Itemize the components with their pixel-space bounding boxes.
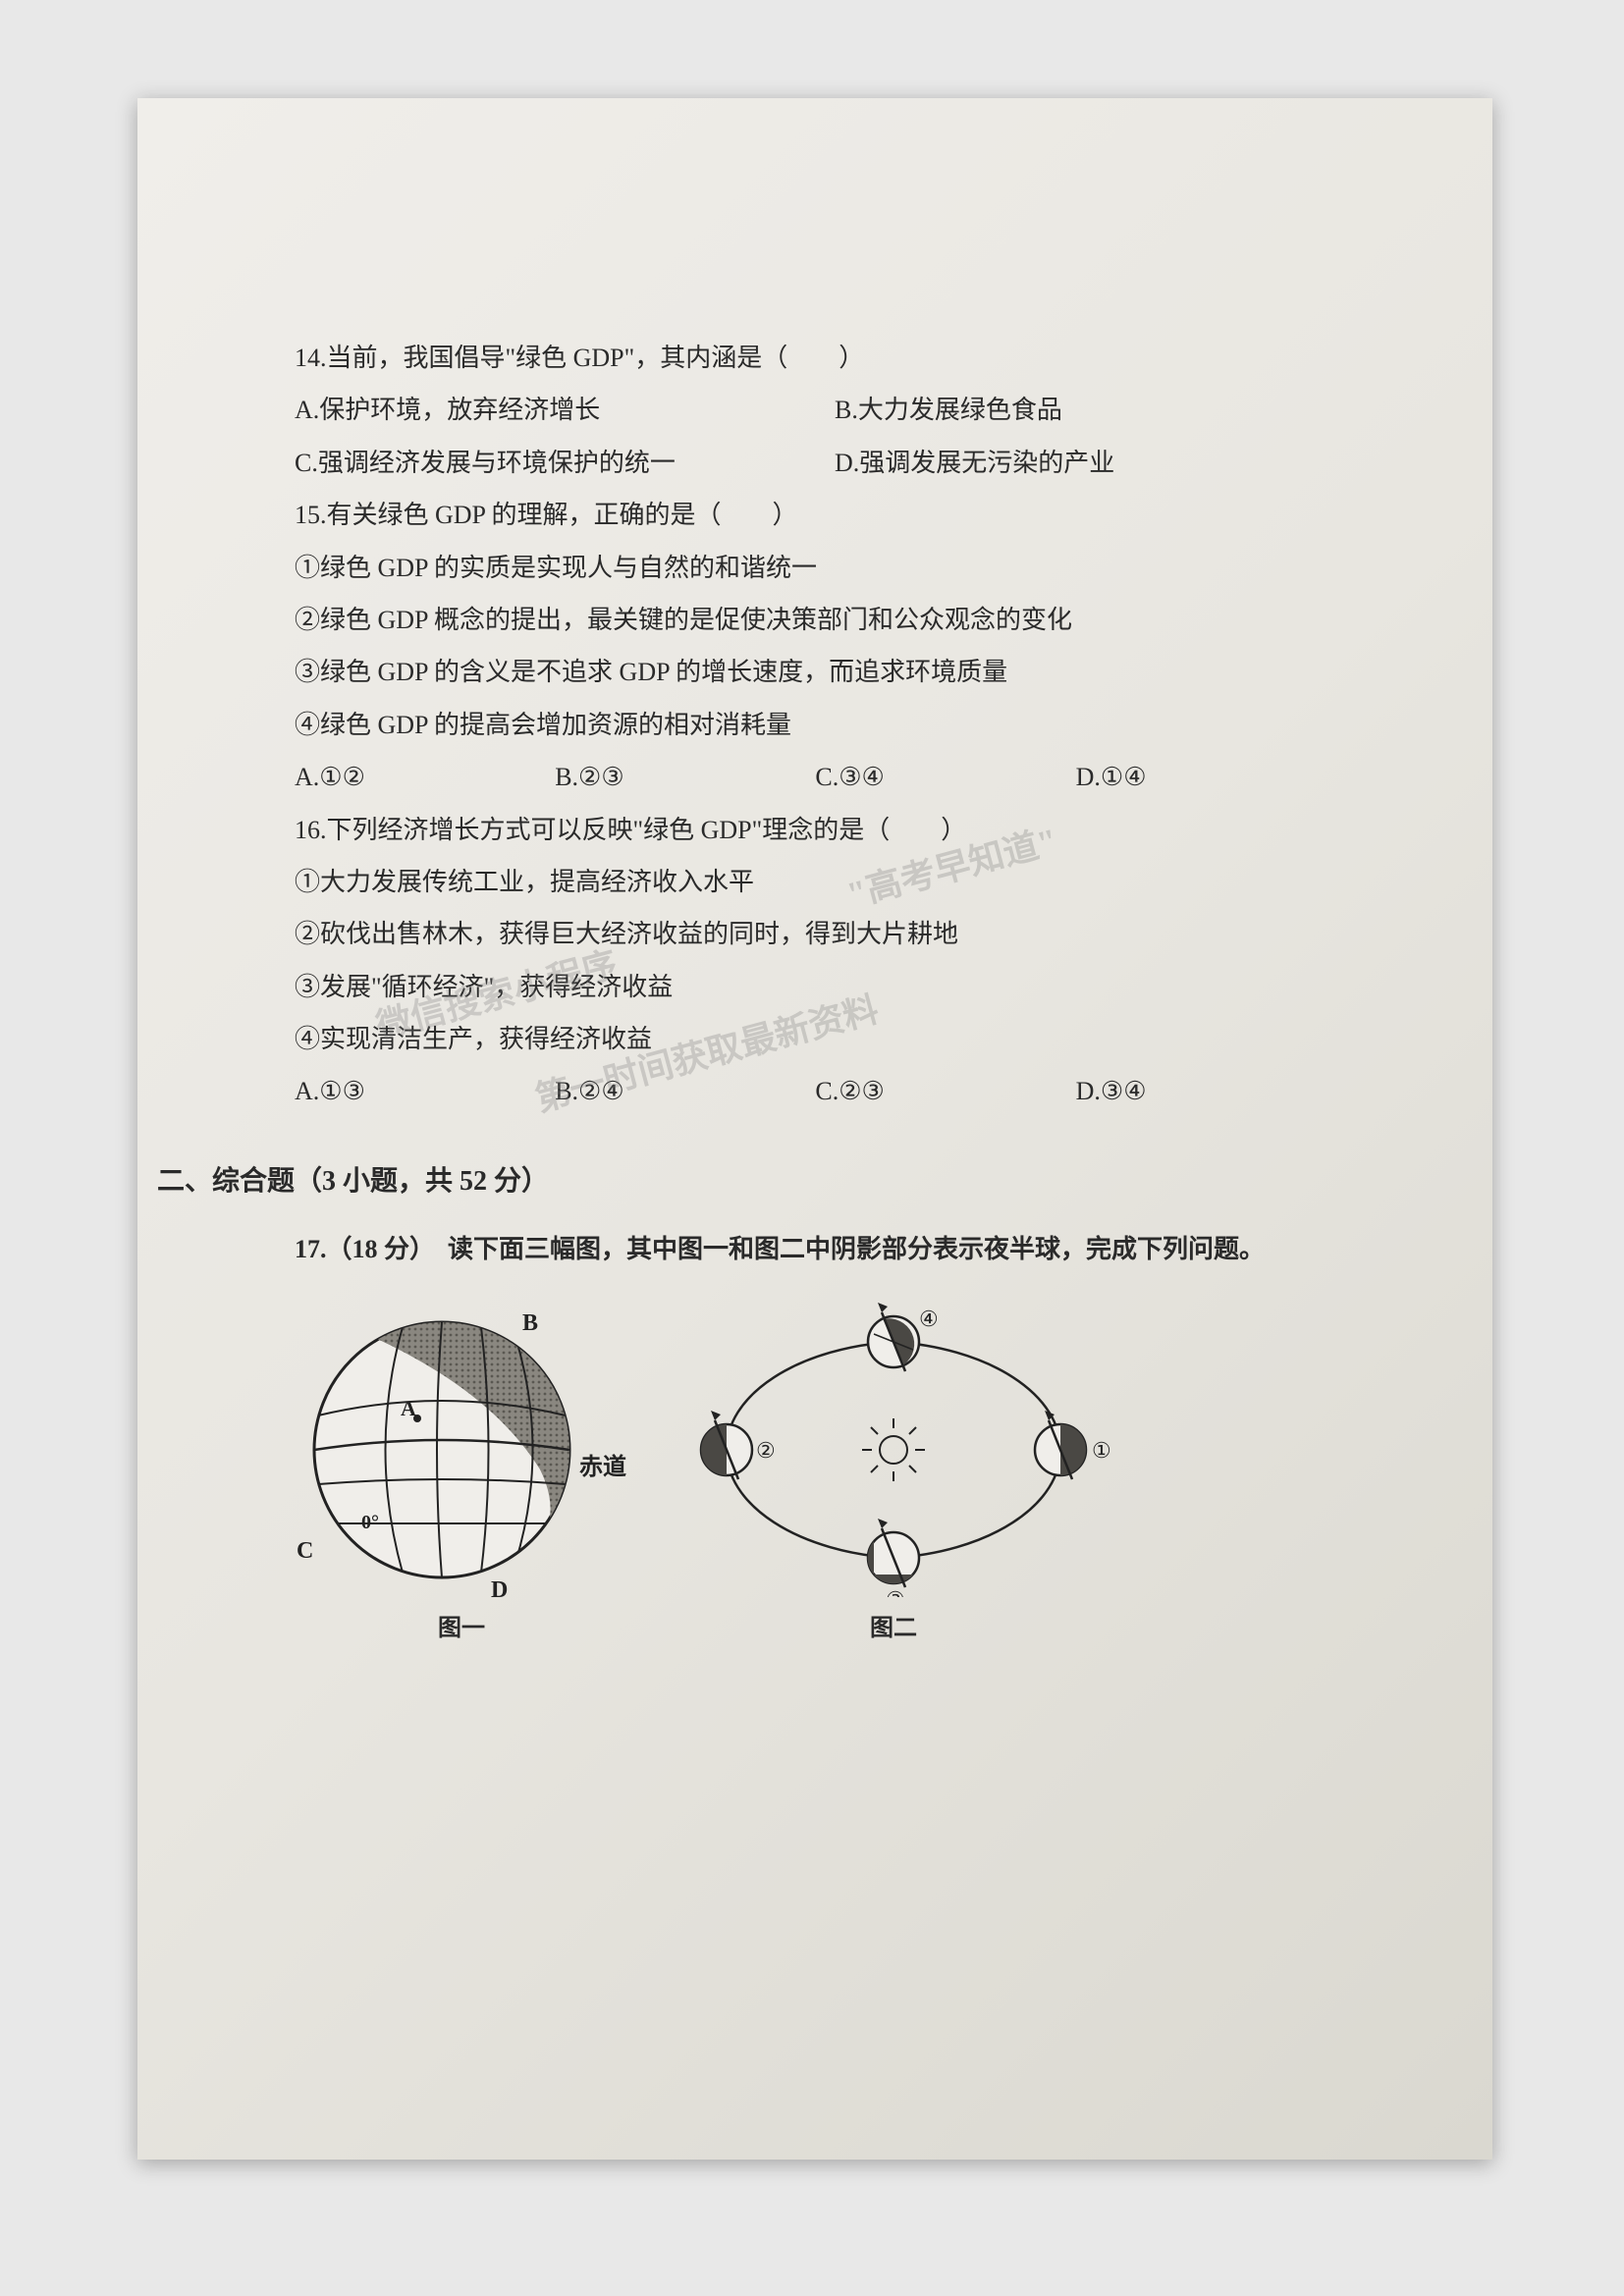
q14-row2: C.强调经济发展与环境保护的统一 D.强调发展无污染的产业 <box>295 439 1375 487</box>
figure-1: A B C D 赤道 0° 图一 <box>295 1303 628 1652</box>
orbit-num-1: ① <box>1092 1438 1111 1463</box>
q16-choices: A.①③ B.②④ C.②③ D.③④ <box>295 1067 1375 1115</box>
q15-choice-d: D.①④ <box>1076 753 1296 801</box>
orbit-num-4: ④ <box>919 1307 939 1331</box>
orbit-diagram: ① ② ③ <box>668 1303 1119 1597</box>
q14-row1: A.保护环境，放弃经济增长 B.大力发展绿色食品 <box>295 386 1375 434</box>
label-c: C <box>297 1538 313 1564</box>
orbit-num-3: ③ <box>886 1587 905 1597</box>
orbit-num-2: ② <box>756 1438 776 1463</box>
q16-s2: ②砍伐出售林木，获得巨大经济收益的同时，得到大片耕地 <box>295 910 1375 958</box>
q16-s3: ③发展"循环经济"，获得经济收益 <box>295 963 1375 1011</box>
label-b: B <box>522 1310 538 1336</box>
label-zero: 0° <box>361 1512 379 1533</box>
label-equator: 赤道 <box>579 1453 626 1480</box>
q17-text: 17.（18 分） 读下面三幅图，其中图一和图二中阴影部分表示夜半球，完成下列问… <box>295 1225 1375 1273</box>
label-d: D <box>491 1577 508 1597</box>
q15-choice-c: C.③④ <box>815 753 1035 801</box>
svg-text:A: A <box>401 1396 416 1420</box>
q15-choice-b: B.②③ <box>555 753 775 801</box>
q15-choices: A.①② B.②③ C.③④ D.①④ <box>295 753 1375 801</box>
figure-2: ① ② ③ <box>668 1303 1119 1652</box>
q14-choice-d: D.强调发展无污染的产业 <box>835 439 1375 487</box>
q14-choice-b: B.大力发展绿色食品 <box>835 386 1375 434</box>
q15-s4: ④绿色 GDP 的提高会增加资源的相对消耗量 <box>295 701 1375 749</box>
q16-choice-a: A.①③ <box>295 1067 514 1115</box>
q15-stem: 15.有关绿色 GDP 的理解，正确的是（ ） <box>295 491 1375 539</box>
q16-s1: ①大力发展传统工业，提高经济收入水平 <box>295 858 1375 906</box>
fig2-label: 图二 <box>870 1607 917 1652</box>
q15-s3: ③绿色 GDP 的含义是不追求 GDP 的增长速度，而追求环境质量 <box>295 648 1375 696</box>
q16-choice-b: B.②④ <box>555 1067 775 1115</box>
content-area: 14.当前，我国倡导"绿色 GDP"，其内涵是（ ） A.保护环境，放弃经济增长… <box>295 334 1375 1652</box>
exam-page: 14.当前，我国倡导"绿色 GDP"，其内涵是（ ） A.保护环境，放弃经济增长… <box>137 98 1492 2160</box>
q16-stem: 16.下列经济增长方式可以反映"绿色 GDP"理念的是（ ） <box>295 806 1375 854</box>
earth-4 <box>868 1303 922 1371</box>
q16-s4: ④实现清洁生产，获得经济收益 <box>295 1015 1375 1063</box>
earth-1 <box>1035 1411 1086 1479</box>
q16-choice-c: C.②③ <box>815 1067 1035 1115</box>
q16-choice-d: D.③④ <box>1076 1067 1296 1115</box>
q14-stem: 14.当前，我国倡导"绿色 GDP"，其内涵是（ ） <box>295 334 1375 382</box>
earth-2 <box>701 1411 752 1479</box>
q15-s1: ①绿色 GDP 的实质是实现人与自然的和谐统一 <box>295 544 1375 592</box>
q14-choice-c: C.强调经济发展与环境保护的统一 <box>295 439 835 487</box>
earth-3 <box>868 1519 919 1587</box>
figures-row: A B C D 赤道 0° 图一 <box>295 1303 1375 1652</box>
q15-s2: ②绿色 GDP 概念的提出，最关键的是促使决策部门和公众观念的变化 <box>295 596 1375 644</box>
section-2-title: 二、综合题（3 小题，共 52 分） <box>157 1155 1375 1207</box>
fig1-label: 图一 <box>438 1607 485 1652</box>
q15-choice-a: A.①② <box>295 753 514 801</box>
globe-diagram: A B C D 赤道 0° <box>295 1303 628 1597</box>
q14-choice-a: A.保护环境，放弃经济增长 <box>295 386 835 434</box>
sun-icon <box>862 1418 925 1481</box>
